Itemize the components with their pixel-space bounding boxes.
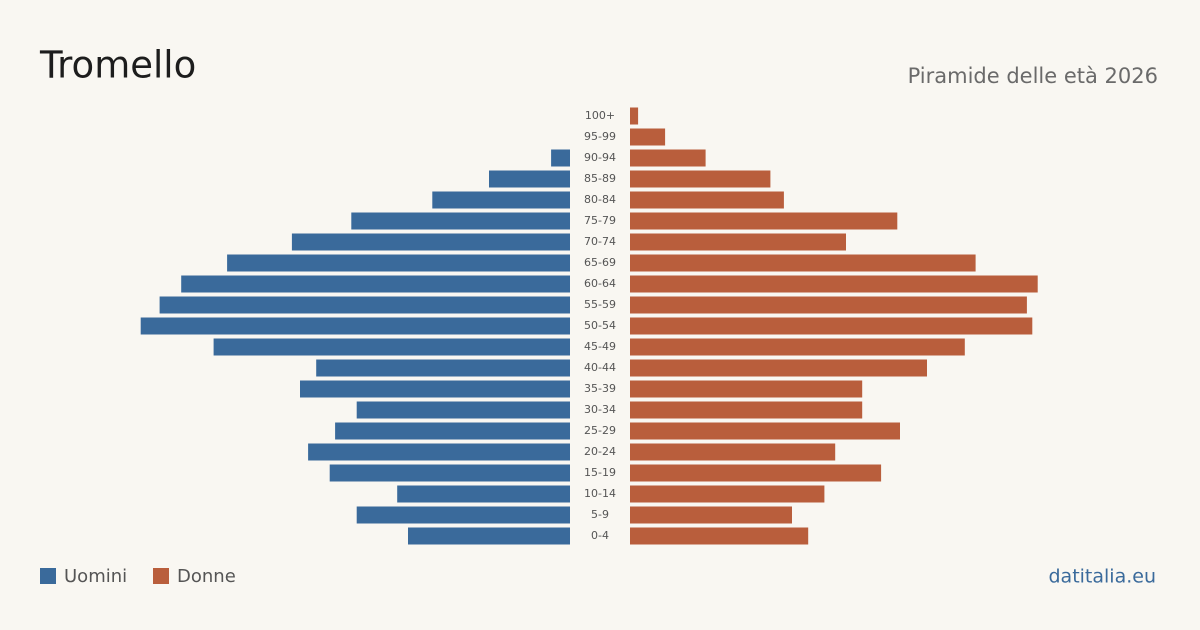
bar-women: [630, 275, 1038, 293]
bar-women: [630, 401, 863, 419]
source[interactable]: datitalia.eu: [1049, 566, 1157, 588]
age-label: 25-29: [584, 424, 616, 437]
age-label: 80-84: [584, 193, 616, 206]
bar-men: [291, 233, 570, 251]
bar-women: [630, 170, 771, 188]
bar-men: [397, 485, 570, 503]
bar-men: [140, 317, 570, 335]
age-label: 65-69: [584, 256, 616, 269]
bar-women: [630, 254, 976, 272]
age-label: 60-64: [584, 277, 616, 290]
bar-women: [630, 149, 706, 167]
bar-men: [408, 527, 570, 545]
bar-men: [351, 212, 570, 230]
bar-men: [316, 359, 570, 377]
bar-men: [356, 401, 570, 419]
bar-men: [335, 422, 570, 440]
bar-women: [630, 506, 792, 524]
legend-swatch: [40, 568, 56, 584]
legend-swatch: [153, 568, 169, 584]
age-label: 10-14: [584, 487, 616, 500]
bar-men: [329, 464, 570, 482]
age-label: 0-4: [591, 529, 609, 542]
bar-women: [630, 485, 825, 503]
age-label: 40-44: [584, 361, 616, 374]
age-label: 70-74: [584, 235, 616, 248]
bar-men: [432, 191, 570, 209]
bar-women: [630, 359, 927, 377]
bar-women: [630, 464, 882, 482]
bar-women: [630, 296, 1027, 314]
bar-men: [489, 170, 570, 188]
legend-label: Uomini: [64, 566, 127, 587]
bar-men: [227, 254, 570, 272]
bar-women: [630, 233, 846, 251]
legend-label: Donne: [177, 566, 236, 587]
bar-women: [630, 422, 900, 440]
age-label: 100+: [585, 109, 615, 122]
age-label: 30-34: [584, 403, 616, 416]
bar-men: [356, 506, 570, 524]
age-label: 90-94: [584, 151, 616, 164]
age-label: 55-59: [584, 298, 616, 311]
age-label: 35-39: [584, 382, 616, 395]
age-label: 5-9: [591, 508, 609, 521]
age-label: 50-54: [584, 319, 616, 332]
bar-women: [630, 527, 809, 545]
age-label: 15-19: [584, 466, 616, 479]
bar-men: [308, 443, 570, 461]
bar-men: [551, 149, 570, 167]
bar-men: [181, 275, 570, 293]
bar-women: [630, 380, 863, 398]
bar-women: [630, 338, 965, 356]
bar-men: [213, 338, 570, 356]
bar-women: [630, 443, 836, 461]
bar-men: [159, 296, 570, 314]
age-label: 20-24: [584, 445, 616, 458]
age-label: 75-79: [584, 214, 616, 227]
chart-title: Tromello: [39, 44, 196, 87]
bar-women: [630, 317, 1033, 335]
age-label: 45-49: [584, 340, 616, 353]
bar-women: [630, 212, 898, 230]
bar-women: [630, 128, 666, 146]
chart-subtitle: Piramide delle età 2026: [908, 64, 1158, 88]
bar-women: [630, 191, 784, 209]
bar-women: [630, 107, 639, 125]
bar-men: [300, 380, 570, 398]
age-label: 85-89: [584, 172, 616, 185]
age-label: 95-99: [584, 130, 616, 143]
